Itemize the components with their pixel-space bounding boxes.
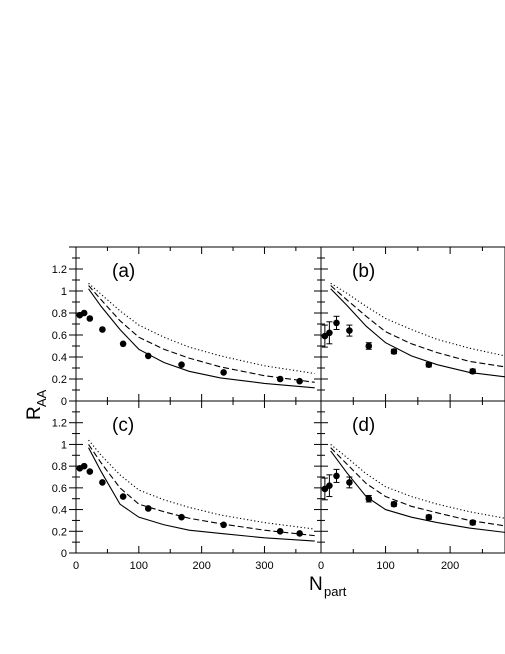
y-tick-label: 0	[61, 396, 67, 408]
x-tick-label: 0	[73, 560, 79, 572]
data-point	[296, 377, 303, 385]
panel-label: (c)	[112, 415, 134, 436]
data-point	[220, 521, 227, 529]
data-point	[326, 329, 333, 337]
panel-d: 0 100 200 (d)	[314, 400, 505, 572]
data-point	[119, 340, 127, 348]
y-tick-label: 0.4	[52, 505, 67, 517]
panel-label: (b)	[352, 261, 375, 282]
curve-solid	[330, 450, 505, 533]
data-point	[333, 472, 340, 480]
y-tick-label: 0	[61, 548, 67, 560]
panel-b: (b)	[314, 246, 505, 402]
data-point	[144, 505, 152, 512]
data-point	[276, 375, 284, 383]
y-tick-label: 1.2	[52, 264, 67, 276]
curve-dotted	[330, 282, 505, 357]
y-tick-label: 0.8	[52, 461, 67, 473]
data-point	[469, 368, 477, 375]
y-tick-label: 0.6	[52, 330, 67, 342]
y-axis-title-sub: AA	[34, 389, 49, 407]
y-tick-label: 1.2	[52, 418, 67, 430]
data-point	[86, 468, 94, 475]
panel-label: (a)	[112, 261, 135, 282]
x-tick-label: 200	[192, 560, 210, 572]
curves-group	[88, 282, 315, 389]
data-point	[425, 513, 433, 521]
data-point	[178, 361, 185, 369]
x-tick-label: 100	[130, 560, 148, 572]
curves-group	[88, 439, 315, 542]
y-tick-label: 0.2	[52, 374, 67, 386]
data-point	[99, 479, 106, 486]
y-tick-label: 0.6	[52, 483, 67, 495]
data-point	[99, 326, 106, 333]
data-point	[80, 462, 88, 470]
x-tick-label: 0	[318, 560, 324, 572]
data-point	[346, 479, 353, 486]
data-point	[469, 519, 477, 526]
x-axis-title-sub: part	[324, 584, 347, 599]
curve-dotted	[88, 282, 315, 375]
curve-dashed	[330, 285, 505, 368]
panels-group: 0 0.2 0.4 0.6 0.8 1 1.2 (a) (b) 0 0.2 0.4 0.6 0.8 1 1.2…	[52, 246, 505, 572]
y-tick-label: 0.2	[52, 526, 67, 538]
x-tick-label: 300	[255, 560, 273, 572]
data-point	[321, 332, 329, 340]
x-tick-label: 200	[441, 560, 459, 572]
data-point	[365, 495, 373, 503]
data-point	[365, 342, 373, 350]
data-point	[333, 319, 340, 327]
data-point	[390, 500, 398, 508]
x-axis-title: N part	[309, 574, 347, 599]
curves-group	[330, 444, 505, 533]
panel-a: 0 0.2 0.4 0.6 0.8 1 1.2 (a)	[52, 246, 322, 408]
curve-dotted	[330, 444, 505, 519]
data-point	[276, 527, 284, 535]
curve-solid	[88, 447, 315, 542]
panel-label: (d)	[352, 415, 375, 436]
x-axis-title-main: N	[309, 574, 323, 595]
y-axis-title-main: R	[24, 406, 45, 420]
curve-dashed	[330, 447, 505, 527]
panel-frame	[320, 246, 505, 402]
curve-solid	[330, 288, 505, 378]
data-point	[80, 309, 88, 317]
data-point	[86, 315, 94, 322]
data-point	[144, 352, 152, 360]
data-point	[178, 513, 185, 521]
y-tick-label: 0.8	[52, 308, 67, 320]
data-point	[220, 369, 227, 376]
data-point	[390, 348, 398, 355]
data-point	[296, 530, 303, 537]
curve-dashed	[88, 444, 315, 537]
data-point	[326, 482, 333, 489]
y-tick-label: 0.4	[52, 352, 67, 364]
y-axis-title: R AA	[24, 389, 49, 420]
curve-solid	[88, 288, 315, 389]
y-tick-label: 1	[61, 439, 67, 451]
y-tick-label: 1	[61, 286, 67, 298]
data-point	[346, 327, 353, 334]
data-point	[119, 493, 127, 500]
panel-c: 0 0.2 0.4 0.6 0.8 1 1.2 0 100 200 300 (c)	[52, 400, 322, 572]
curve-dashed	[88, 285, 315, 383]
x-tick-label: 100	[376, 560, 394, 572]
curve-dotted	[88, 439, 315, 530]
curves-group	[330, 282, 505, 378]
data-point	[425, 361, 433, 369]
